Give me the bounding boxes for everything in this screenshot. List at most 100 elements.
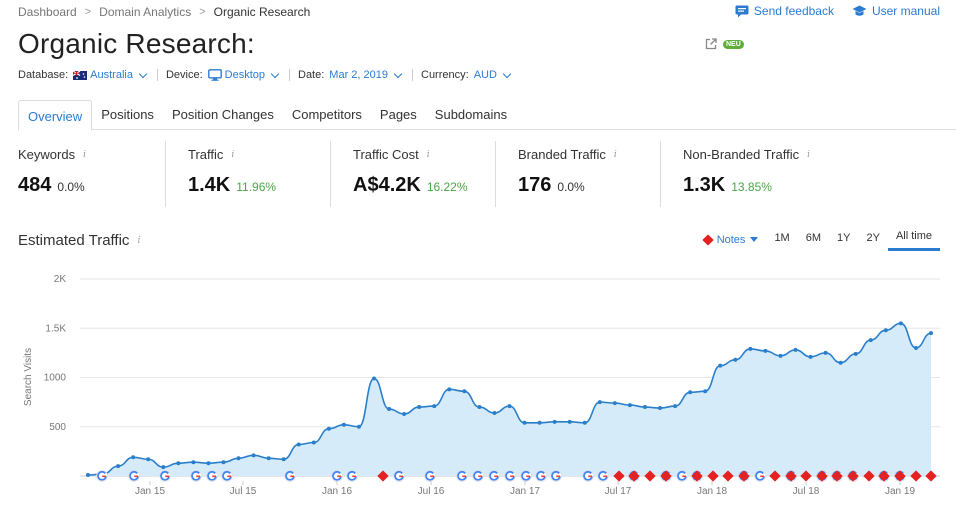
data-point[interactable] [718,363,723,368]
note-marker[interactable] [738,470,750,482]
note-marker[interactable] [644,470,656,482]
kpi-traffic[interactable]: Traffic i 1.4K 11.96% [165,141,330,207]
data-point[interactable] [326,426,331,431]
notes-dropdown[interactable]: Notes [702,234,767,246]
google-update-icon[interactable] [456,470,468,482]
data-point[interactable] [838,360,843,365]
data-point[interactable] [522,420,527,425]
data-point[interactable] [627,403,632,408]
google-update-icon[interactable] [190,470,202,482]
google-update-icon[interactable] [472,470,484,482]
google-update-icon[interactable] [346,470,358,482]
kpi-traffic-cost[interactable]: Traffic Cost i A$4.2K 16.22% [330,141,495,207]
google-update-icon[interactable] [550,470,562,482]
google-update-icon[interactable] [504,470,516,482]
data-point[interactable] [146,457,151,462]
data-point[interactable] [778,353,783,358]
user-manual-link[interactable]: User manual [852,4,940,18]
data-point[interactable] [733,357,738,362]
info-icon[interactable]: i [83,149,86,160]
tab-overview[interactable]: Overview [18,100,93,131]
data-point[interactable] [582,420,587,425]
note-marker[interactable] [910,470,922,482]
google-update-icon[interactable] [582,470,594,482]
kpi-keywords[interactable]: Keywords i 484 0.0% [0,141,165,207]
data-point[interactable] [131,455,136,460]
data-point[interactable] [251,453,256,458]
kpi-non-branded-traffic[interactable]: Non-Branded Traffic i 1.3K 13.85% [660,141,825,207]
google-update-icon[interactable] [393,470,405,482]
send-feedback-link[interactable]: Send feedback [735,4,834,18]
breadcrumb-dashboard[interactable]: Dashboard [18,5,77,19]
note-marker[interactable] [613,470,625,482]
google-update-icon[interactable] [221,470,233,482]
database-dropdown[interactable]: Australia [73,69,149,81]
google-update-icon[interactable] [535,470,547,482]
data-point[interactable] [823,350,828,355]
data-point[interactable] [492,410,497,415]
data-point[interactable] [462,389,467,394]
note-marker[interactable] [377,470,389,482]
range-2y[interactable]: 2Y [866,231,880,244]
tab-pages[interactable]: Pages [379,107,417,122]
data-point[interactable] [176,461,181,466]
note-marker[interactable] [925,470,937,482]
data-point[interactable] [206,461,211,466]
info-icon[interactable]: i [231,149,235,160]
data-point[interactable] [161,465,166,470]
info-icon[interactable]: i [426,149,430,160]
range-1y[interactable]: 1Y [837,231,851,244]
data-point[interactable] [703,389,708,394]
range-6m[interactable]: 6M [805,231,821,244]
google-update-icon[interactable] [754,470,766,482]
data-point[interactable] [853,351,858,356]
data-point[interactable] [898,321,903,326]
data-point[interactable] [612,401,617,406]
data-point[interactable] [673,404,678,409]
info-icon[interactable]: i [137,235,141,246]
device-dropdown[interactable]: Desktop [207,69,281,81]
data-point[interactable] [266,456,271,461]
currency-dropdown[interactable]: AUD [474,69,513,81]
google-update-icon[interactable] [676,470,688,482]
google-update-icon[interactable] [284,470,296,482]
tab-positions[interactable]: Positions [101,107,154,122]
data-point[interactable] [883,328,888,333]
tab-competitors[interactable]: Competitors [291,107,362,122]
note-marker[interactable] [722,470,734,482]
data-point[interactable] [688,390,693,395]
external-link-icon[interactable] [705,38,717,50]
note-marker[interactable] [769,470,781,482]
info-icon[interactable]: i [613,149,617,160]
data-point[interactable] [793,347,798,352]
data-point[interactable] [402,411,407,416]
note-marker[interactable] [707,470,719,482]
note-marker[interactable] [894,470,906,482]
google-update-icon[interactable] [520,470,532,482]
data-point[interactable] [808,354,813,359]
data-point[interactable] [868,338,873,343]
note-marker[interactable] [628,470,640,482]
data-point[interactable] [311,440,316,445]
note-marker[interactable] [660,470,672,482]
range-1m[interactable]: 1M [774,231,790,244]
google-update-icon[interactable] [96,470,108,482]
data-point[interactable] [417,405,422,410]
data-point[interactable] [929,331,933,336]
note-marker[interactable] [691,470,703,482]
note-marker[interactable] [831,470,843,482]
google-update-icon[interactable] [159,470,171,482]
kpi-branded-traffic[interactable]: Branded Traffic i 176 0.0% [495,141,660,207]
data-point[interactable] [116,464,121,469]
data-point[interactable] [372,376,377,381]
breadcrumb-domain-analytics[interactable]: Domain Analytics [99,5,192,19]
data-point[interactable] [221,460,226,465]
data-point[interactable] [567,419,572,424]
data-point[interactable] [763,348,768,353]
data-point[interactable] [913,345,918,350]
tab-subdomains[interactable]: Subdomains [434,107,508,122]
note-marker[interactable] [800,470,812,482]
data-point[interactable] [281,457,286,462]
google-update-icon[interactable] [331,470,343,482]
estimated-traffic-chart[interactable]: 500 1000 1.5K 2K Search Visits Jan 15 Jul 15… [0,265,956,505]
